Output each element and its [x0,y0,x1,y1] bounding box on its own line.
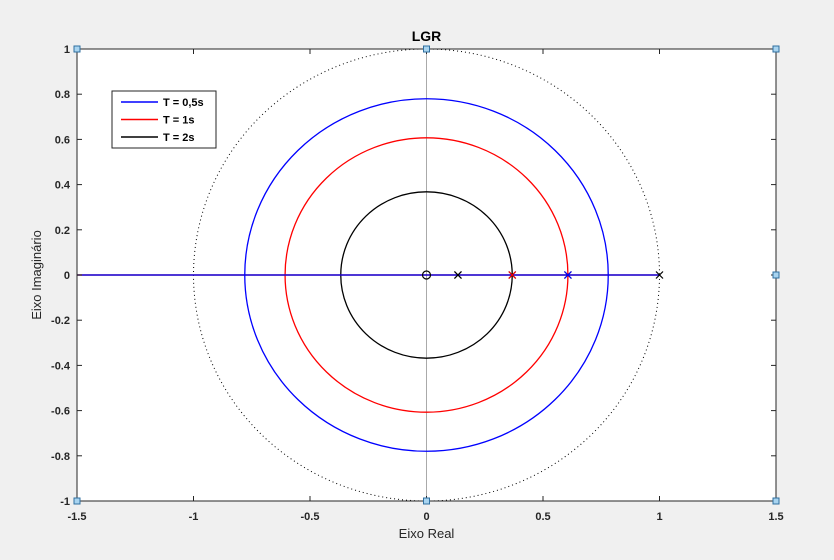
legend-entries: T = 0,5s T = 1s T = 2s [121,97,204,144]
data-tip-marker [73,45,81,53]
data-tip-marker [772,497,780,505]
series-pole-marker-0-b [564,271,572,279]
y-tick-label: 1 [64,44,70,56]
data-tip-marker [423,497,430,505]
y-tick-label: 0.4 [55,180,71,192]
legend-label-2: T = 2s [163,132,195,144]
x-tick-label: 0.5 [535,511,550,523]
x-tick-label: -1 [189,511,199,523]
pole-marker [655,271,664,279]
series-pole-marker-1 [508,271,517,279]
y-axis-label: Eixo Imaginário [29,230,44,320]
zero-marker [421,270,432,280]
data-tip-marker [73,497,81,505]
x-tick-label: 0 [423,511,429,523]
series-pole-marker-2 [454,271,462,279]
x-tick-label: -1.5 [68,511,87,523]
y-tick-label: -0.2 [51,315,70,327]
y-tick-label: -1 [60,496,70,508]
series-pole-marker-1-b [508,271,517,279]
y-tick-label: -0.6 [51,406,70,418]
y-tick-label: 0.8 [55,89,70,101]
y-tick-label: 0.2 [55,225,70,237]
y-tick-label: 0 [64,270,70,282]
data-tip-marker [423,45,430,53]
legend-label-0: T = 0,5s [163,97,204,109]
x-axis-label: Eixo Real [399,526,455,541]
data-tip-marker [772,45,780,53]
markers-layer [73,45,780,505]
y-tick-label: -0.8 [51,451,70,463]
series-pole-marker-0 [564,271,572,279]
pole-marker-b [655,271,664,279]
y-tick-label: 0.6 [55,134,70,146]
x-tick-label: -0.5 [301,511,320,523]
ticks-layer: -1.5 -1 -0.5 0 0.5 1 1.5 -1 -0.8 -0.6 -0.4 -0.2 0 0.2… [51,44,784,523]
legend-label-1: T = 1s [163,115,195,127]
y-tick-label: -0.4 [51,360,71,372]
x-tick-label: 1 [656,511,662,523]
x-tick-label: 1.5 [768,511,783,523]
data-tip-marker [772,271,780,279]
chart-title: LGR [412,28,442,44]
series-pole-marker-2-b [454,271,462,279]
legend[interactable]: T = 0,5s T = 1s T = 2s [111,90,217,149]
